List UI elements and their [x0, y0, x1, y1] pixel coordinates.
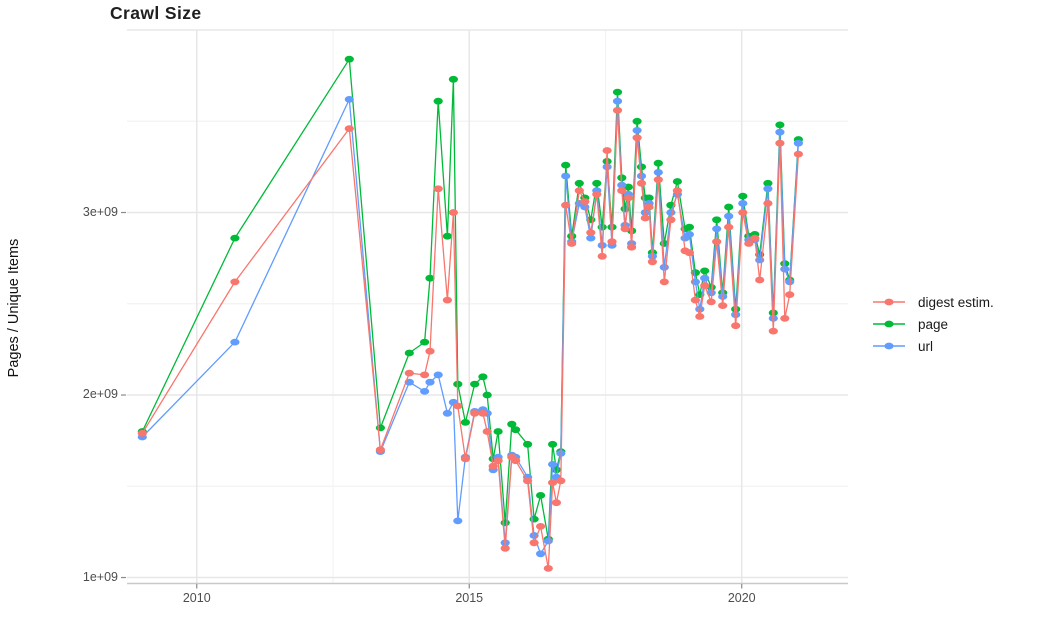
legend-label: digest estim. — [918, 294, 994, 310]
legend-item-digest-estim: digest estim. — [872, 291, 994, 313]
legend-key-line-dot-icon — [873, 342, 905, 350]
legend-key-line-dot-icon — [873, 320, 905, 328]
y-tick-label-1e09: 1e+09 — [82, 569, 118, 584]
x-tick-label-2010: 2010 — [182, 591, 211, 605]
legend-item-page: page — [872, 313, 994, 335]
legend-item-url: url — [872, 335, 994, 357]
x-tick-label-2015: 2015 — [455, 591, 484, 605]
chart-title: Crawl Size — [110, 3, 202, 23]
legend-label: page — [918, 316, 949, 332]
legend-key-line-dot-icon — [873, 298, 905, 306]
y-tick-label-3e09: 3e+09 — [82, 204, 118, 219]
x-tick-label-2020: 2020 — [727, 591, 756, 605]
legend-label: url — [918, 338, 934, 354]
y-tick-label-2e09: 2e+09 — [82, 387, 118, 402]
legend: digest estim. page url — [872, 291, 994, 357]
